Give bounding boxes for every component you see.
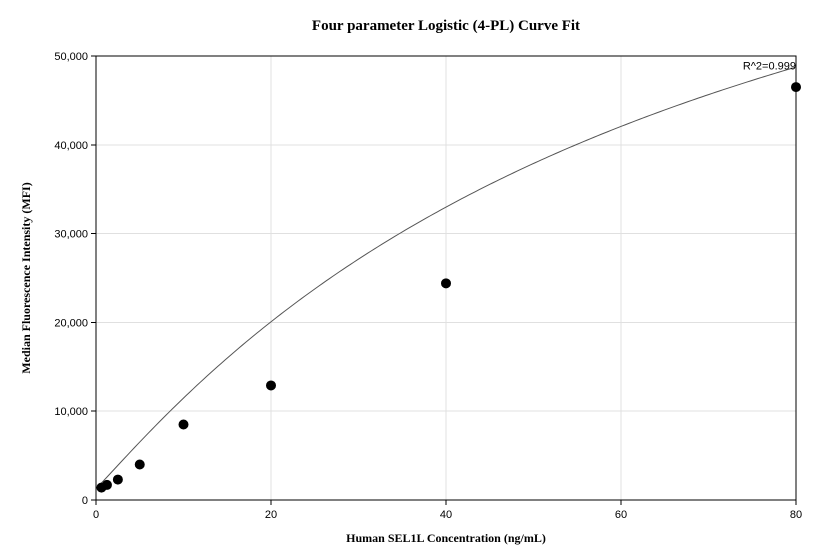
chart-background xyxy=(0,0,832,560)
data-point xyxy=(179,420,188,429)
x-tick-label: 80 xyxy=(790,509,802,521)
data-point xyxy=(442,279,451,288)
data-point xyxy=(792,83,801,92)
chart-container: 0 20 40 60 80 0 10,000 20,000 30,000 40,000 50,000… xyxy=(0,0,832,560)
y-tick-label: 10,000 xyxy=(54,406,88,418)
curve-fit-chart: 0 20 40 60 80 0 10,000 20,000 30,000 40,000 50,000… xyxy=(0,0,832,560)
r-squared-annotation: R^2=0.999 xyxy=(743,60,796,72)
data-point xyxy=(102,480,111,489)
x-tick-label: 20 xyxy=(265,509,277,521)
y-tick-label: 40,000 xyxy=(54,140,88,152)
x-tick-label: 40 xyxy=(440,509,452,521)
data-point xyxy=(267,381,276,390)
x-axis-label: Human SEL1L Concentration (ng/mL) xyxy=(346,531,546,545)
data-point xyxy=(135,460,144,469)
y-tick-label: 50,000 xyxy=(54,51,88,63)
y-tick-label: 30,000 xyxy=(54,229,88,241)
data-point xyxy=(113,475,122,484)
chart-title: Four parameter Logistic (4-PL) Curve Fit xyxy=(312,18,580,34)
x-tick-label: 60 xyxy=(615,509,627,521)
y-axis-label: Median Fluorescence Intensity (MFI) xyxy=(19,182,33,373)
y-tick-label: 20,000 xyxy=(54,317,88,329)
x-tick-label: 0 xyxy=(93,509,99,521)
y-tick-label: 0 xyxy=(82,495,88,507)
